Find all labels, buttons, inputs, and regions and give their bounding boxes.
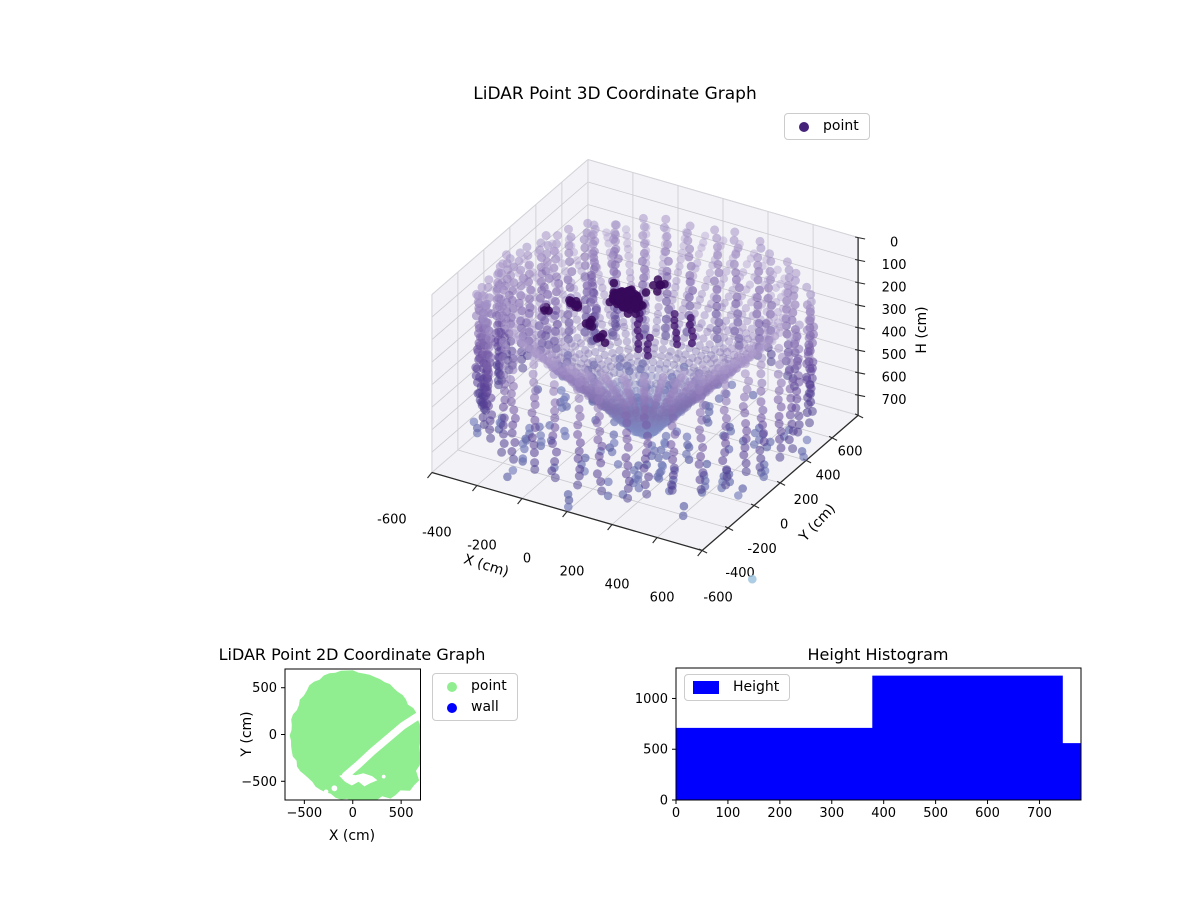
svg-text:-200: -200 <box>467 539 497 554</box>
svg-text:500: 500 <box>923 806 948 821</box>
svg-text:1000: 1000 <box>635 692 668 707</box>
plot3d-legend: point <box>784 113 870 140</box>
svg-text:0: 0 <box>349 806 357 821</box>
wall-marker-icon <box>447 702 457 713</box>
svg-text:-600: -600 <box>377 513 407 528</box>
svg-text:100: 100 <box>882 258 907 273</box>
svg-text:400: 400 <box>871 806 896 821</box>
svg-text:100: 100 <box>716 806 741 821</box>
svg-text:400: 400 <box>816 469 841 484</box>
svg-text:0: 0 <box>523 552 531 567</box>
plot2d-title: LiDAR Point 2D Coordinate Graph <box>218 645 486 664</box>
svg-text:0: 0 <box>269 728 277 743</box>
svg-text:600: 600 <box>650 591 675 606</box>
svg-text:600: 600 <box>838 444 863 459</box>
svg-text:300: 300 <box>882 303 907 318</box>
svg-text:0: 0 <box>890 236 898 251</box>
svg-text:300: 300 <box>819 806 844 821</box>
plot2d-ylabel: Y (cm) <box>239 711 255 757</box>
svg-text:500: 500 <box>882 348 907 363</box>
svg-text:500: 500 <box>643 743 668 758</box>
svg-text:400: 400 <box>605 578 630 593</box>
svg-text:200: 200 <box>767 806 792 821</box>
hist-canvas: 0 100 200 300 400 500 600 700 0 500 1000 <box>635 667 1082 821</box>
svg-text:700: 700 <box>1027 806 1052 821</box>
svg-text:0: 0 <box>780 517 788 532</box>
svg-text:0: 0 <box>660 794 668 809</box>
legend-label: point <box>823 118 859 134</box>
legend-item-wall2d: wall <box>441 699 507 716</box>
hist-title: Height Histogram <box>807 645 949 664</box>
legend-label: Height <box>733 679 780 695</box>
legend-label: wall <box>471 699 499 715</box>
svg-text:-200: -200 <box>747 542 777 557</box>
plot3d-zlabel: H (cm) <box>914 306 930 354</box>
legend-label: point <box>471 678 507 694</box>
height-patch-icon <box>693 681 719 694</box>
svg-text:200: 200 <box>560 565 585 580</box>
svg-text:200: 200 <box>794 493 819 508</box>
svg-text:500: 500 <box>389 806 414 821</box>
svg-text:−500: −500 <box>241 775 277 790</box>
point-marker-icon <box>799 121 809 132</box>
plot2d-legend: point wall <box>432 673 518 721</box>
svg-text:400: 400 <box>882 326 907 341</box>
svg-text:200: 200 <box>882 281 907 296</box>
svg-text:600: 600 <box>975 806 1000 821</box>
plot3d-title: LiDAR Point 3D Coordinate Graph <box>473 84 757 104</box>
svg-text:-400: -400 <box>725 566 755 581</box>
svg-text:-600: -600 <box>703 591 733 606</box>
svg-text:-400: -400 <box>422 526 452 541</box>
svg-text:0: 0 <box>672 806 680 821</box>
plot2d-canvas: −500 0 500 −500 0 500 <box>241 668 421 821</box>
hist-legend: Height <box>684 674 791 701</box>
legend-item-height: Height <box>693 679 779 696</box>
point-marker-icon <box>447 681 457 692</box>
svg-text:−500: −500 <box>286 806 322 821</box>
svg-text:700: 700 <box>882 393 907 408</box>
legend-item-point2d: point <box>441 678 507 695</box>
svg-text:600: 600 <box>882 371 907 386</box>
plot2d-xlabel: X (cm) <box>328 828 376 844</box>
legend-item-point3d: point <box>793 118 859 135</box>
svg-text:500: 500 <box>252 681 277 696</box>
